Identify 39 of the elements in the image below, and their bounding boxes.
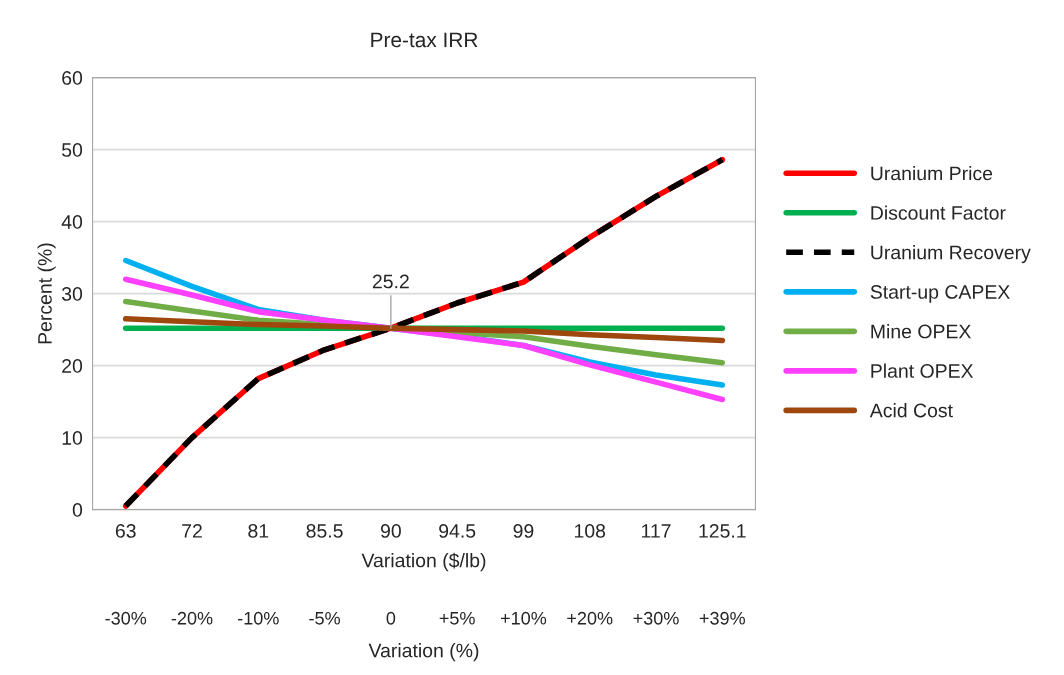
legend-label: Uranium Recovery xyxy=(871,245,1031,264)
y-tick-label: 60 xyxy=(62,71,83,85)
annotation: 25.2 xyxy=(372,274,409,289)
text: -20% xyxy=(171,611,213,625)
x-tick-label: 99 xyxy=(513,524,534,538)
chart-title: Pre-tax IRR xyxy=(371,32,478,48)
legend-label: Uranium Price xyxy=(871,166,993,181)
y-tick-label: 30 xyxy=(61,287,83,301)
legend-label: Mine OPEX xyxy=(871,324,971,339)
x-tick-label: 125.1 xyxy=(699,524,746,538)
legend-label: Discount Factor xyxy=(871,205,1006,220)
text: 0 xyxy=(386,611,396,625)
y-axis-title: Percent (%) xyxy=(37,243,56,344)
text: -5% xyxy=(309,611,340,625)
legend-label: Acid Cost xyxy=(869,403,953,418)
y-tick-label: 40 xyxy=(61,215,83,229)
x-tick-label: 81 xyxy=(248,524,269,538)
y-tick-label: 10 xyxy=(62,431,83,445)
x-axis-title: Variation ($/lb) xyxy=(361,552,486,572)
x-tick-label: 94.5 xyxy=(439,524,476,538)
x-tick-label: 72 xyxy=(182,524,202,538)
x-tick-label: 117 xyxy=(641,524,671,538)
x-tick-label: 90 xyxy=(380,524,401,538)
x-tick-label: 108 xyxy=(574,524,606,538)
text: +10% xyxy=(500,611,547,625)
x-tick-label: 63 xyxy=(115,524,136,538)
text: +5% xyxy=(439,611,475,625)
legend-label: Plant OPEX xyxy=(871,363,974,378)
y-tick-label: 50 xyxy=(62,143,83,157)
text: +39% xyxy=(699,611,745,625)
text: -30% xyxy=(105,611,147,625)
text: +30% xyxy=(633,611,679,625)
text: +20% xyxy=(567,611,613,625)
y-tick-label: 20 xyxy=(62,359,83,373)
x-tick-label: 85.5 xyxy=(306,524,343,538)
y-tick-label: 0 xyxy=(72,503,83,517)
x2-axis-title: Variation (%) xyxy=(368,643,479,662)
text: -10% xyxy=(238,611,279,625)
legend-label: Start-up CAPEX xyxy=(870,285,1010,303)
